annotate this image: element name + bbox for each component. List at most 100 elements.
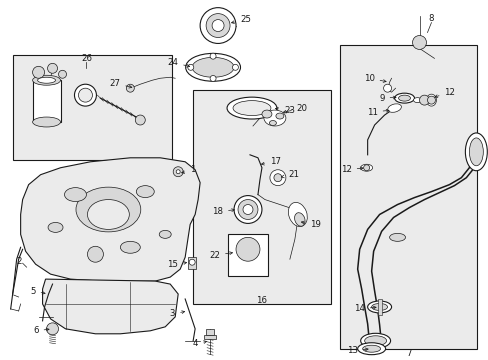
Ellipse shape [269,121,276,126]
Ellipse shape [367,301,391,313]
Text: 9: 9 [379,94,395,103]
Text: 27: 27 [109,79,132,88]
Ellipse shape [387,104,401,112]
Circle shape [46,323,59,335]
Ellipse shape [413,98,421,103]
Ellipse shape [87,199,129,229]
Circle shape [189,259,195,265]
Circle shape [212,19,224,32]
Circle shape [412,36,426,49]
Circle shape [273,174,281,182]
Text: 4: 4 [192,339,206,348]
Ellipse shape [120,241,140,253]
Text: 25: 25 [231,15,250,24]
Text: 26: 26 [81,54,92,63]
Circle shape [187,64,193,70]
Circle shape [238,199,258,220]
Polygon shape [20,158,200,281]
Ellipse shape [233,101,270,116]
Text: 8: 8 [428,14,433,23]
Text: 16: 16 [256,297,267,306]
Circle shape [419,95,428,105]
Bar [33,80,61,122]
Ellipse shape [48,222,63,232]
Text: 17: 17 [261,157,280,166]
Ellipse shape [64,188,86,202]
Ellipse shape [426,94,436,106]
Text: 12: 12 [434,88,454,98]
Circle shape [205,14,229,37]
Text: 10: 10 [363,74,386,83]
Ellipse shape [468,138,482,166]
Ellipse shape [465,133,487,171]
Ellipse shape [136,186,154,198]
Text: 1: 1 [181,165,195,174]
Circle shape [33,66,44,78]
Text: 20: 20 [283,104,307,113]
Text: 5: 5 [30,287,45,296]
Ellipse shape [159,230,171,238]
Ellipse shape [33,117,61,127]
Text: 23: 23 [275,105,294,114]
Ellipse shape [275,113,284,119]
Circle shape [176,170,180,174]
Circle shape [243,204,252,215]
Text: 18: 18 [212,207,234,216]
Circle shape [74,84,96,106]
Circle shape [234,195,262,224]
Bar [377,299,381,315]
Ellipse shape [360,333,390,348]
Text: 7: 7 [406,349,411,358]
Text: 15: 15 [167,260,186,269]
Circle shape [232,64,238,70]
Circle shape [210,53,216,59]
Ellipse shape [262,110,271,118]
Bar [227,234,267,276]
Ellipse shape [33,75,61,85]
Text: 2: 2 [16,257,21,266]
Circle shape [173,167,183,177]
Text: 19: 19 [301,220,320,229]
Text: 11: 11 [366,108,388,117]
Bar [339,45,476,349]
Circle shape [269,170,285,186]
Ellipse shape [360,164,372,171]
Ellipse shape [294,213,305,226]
Circle shape [126,84,134,92]
Text: 14: 14 [353,305,375,314]
Ellipse shape [389,233,405,241]
Ellipse shape [185,53,240,81]
Ellipse shape [288,202,306,226]
Circle shape [47,63,58,73]
Circle shape [59,70,66,78]
Circle shape [87,246,103,262]
Circle shape [363,165,369,171]
Bar [205,329,214,335]
Text: 3: 3 [169,309,184,318]
Text: 6: 6 [33,326,49,335]
Circle shape [210,76,216,81]
Bar [188,257,196,269]
Bar [13,55,172,160]
Circle shape [135,115,145,125]
Ellipse shape [76,187,141,232]
Polygon shape [42,279,178,334]
Ellipse shape [38,77,56,83]
Ellipse shape [357,343,385,355]
Text: 24: 24 [167,58,189,67]
Ellipse shape [264,110,285,126]
Ellipse shape [362,345,380,352]
Text: 21: 21 [281,170,298,179]
Bar [193,90,330,304]
Circle shape [236,237,260,261]
Ellipse shape [371,303,387,310]
Text: 22: 22 [209,251,232,260]
Ellipse shape [394,93,414,103]
Circle shape [78,88,92,102]
Ellipse shape [226,97,276,119]
Ellipse shape [192,57,234,77]
Circle shape [427,96,435,104]
Circle shape [383,84,391,92]
Ellipse shape [364,336,386,346]
Ellipse shape [398,95,410,101]
